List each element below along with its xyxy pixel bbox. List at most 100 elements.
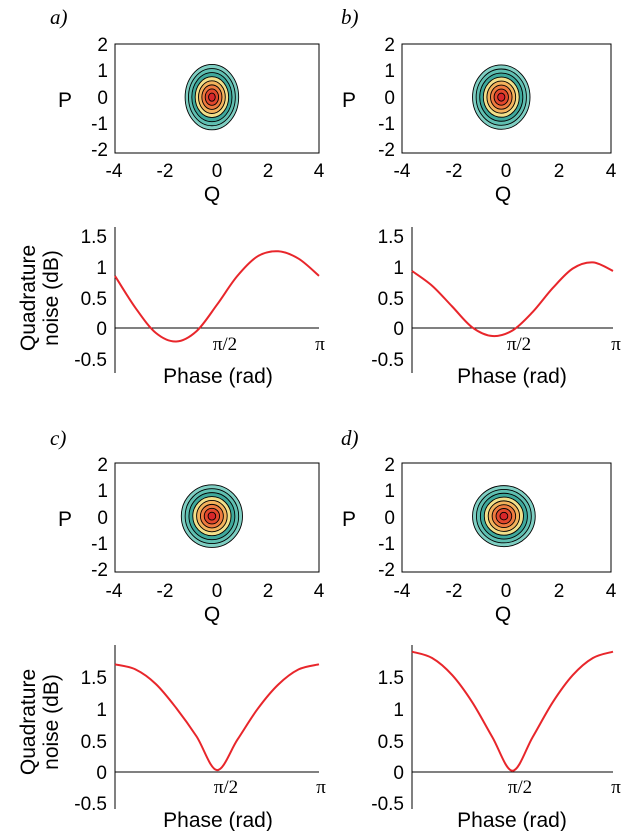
wigner-ytick: -1 — [91, 114, 108, 135]
wigner-xtick: -4 — [106, 581, 123, 602]
wigner-xtick: 2 — [263, 161, 274, 182]
wigner-ytick: 1 — [384, 481, 395, 502]
noise-ytick: 0 — [393, 763, 404, 784]
noise-curve — [114, 250, 320, 343]
wigner-ylabel: P — [342, 508, 356, 531]
wigner-ytick: 2 — [384, 35, 395, 56]
noise-ytick: 0.5 — [81, 289, 107, 310]
panel-letter: b) — [341, 5, 359, 29]
noise-ytick: -0.5 — [371, 794, 404, 815]
wigner-xtick: -4 — [394, 581, 411, 602]
noise-ytick: 1 — [393, 700, 404, 721]
wigner-xtick: 2 — [263, 581, 274, 602]
wigner-xtick: -2 — [157, 161, 174, 182]
noise-ytick: 0.5 — [378, 732, 404, 753]
wigner-ylabel: P — [342, 89, 356, 112]
noise-xlabel: Phase (rad) — [163, 809, 273, 831]
wigner-axes-frame — [401, 462, 612, 573]
wigner-contours — [472, 485, 536, 548]
wigner-xtick: 0 — [212, 581, 223, 602]
noise-ytick: 1 — [393, 258, 404, 279]
contour-level — [208, 92, 216, 102]
wigner-xtick: 2 — [554, 581, 565, 602]
wigner-ytick: -2 — [91, 140, 108, 161]
noise-ytick: 1 — [96, 700, 107, 721]
noise-ytick: -0.5 — [371, 350, 404, 371]
noise-ytick: 0 — [96, 763, 107, 784]
wigner-ytick: 0 — [97, 508, 108, 529]
contour-level — [499, 511, 509, 521]
wigner-contours — [184, 63, 240, 131]
wigner-ytick: 0 — [97, 88, 108, 109]
noise-xtick-pi-half: π/2 — [507, 334, 531, 355]
panel-a: a) P 2 1 0 -1 -2 -4 -2 0 2 4 Q 1.5 1 0.5… — [17, 5, 325, 388]
panel-letter: c) — [50, 426, 66, 450]
noise-ytick: -0.5 — [74, 794, 107, 815]
wigner-xtick: 2 — [554, 161, 565, 182]
noise-ytick: 1 — [96, 258, 107, 279]
wigner-axes-frame — [401, 43, 612, 154]
panel-b: b) P 2 1 0 -1 -2 -4 -2 0 2 4 Q 1.5 1 0.5… — [341, 5, 621, 388]
noise-ylabel: Quadrature — [17, 669, 40, 775]
wigner-xtick: -4 — [394, 161, 411, 182]
wigner-xlabel: Q — [204, 603, 220, 626]
panel-letter: d) — [341, 426, 359, 450]
noise-xtick-pi: π — [316, 777, 326, 798]
noise-curve — [114, 663, 320, 772]
noise-ytick: 0.5 — [81, 732, 107, 753]
noise-xtick-pi-half: π/2 — [214, 777, 238, 798]
noise-ytick: 1.5 — [81, 668, 107, 689]
panel-letter: a) — [50, 5, 68, 29]
noise-ylabel: noise (dB) — [40, 250, 63, 346]
wigner-xtick: -2 — [157, 581, 174, 602]
wigner-ytick: 0 — [384, 88, 395, 109]
wigner-xtick: 4 — [606, 581, 617, 602]
wigner-ylabel: P — [58, 89, 72, 112]
wigner-ytick: 2 — [97, 455, 108, 476]
noise-ytick: 1.5 — [81, 227, 107, 248]
wigner-xtick: 0 — [212, 161, 223, 182]
panel-d: d) P 2 1 0 -1 -2 -4 -2 0 2 4 Q 1.5 1 0.5… — [341, 426, 621, 831]
noise-ylabel: noise (dB) — [40, 674, 63, 770]
wigner-ytick: -1 — [91, 534, 108, 555]
contour-level — [207, 511, 217, 521]
noise-ytick: 0.5 — [378, 289, 404, 310]
wigner-ytick: -2 — [378, 560, 395, 581]
wigner-xtick: -2 — [446, 161, 463, 182]
wigner-xtick: 4 — [606, 161, 617, 182]
wigner-axes-frame — [114, 462, 320, 573]
wigner-xtick: 0 — [501, 581, 512, 602]
noise-xtick-pi: π — [611, 777, 621, 798]
wigner-ylabel: P — [58, 508, 72, 531]
wigner-ytick: 0 — [384, 508, 395, 529]
noise-plot: 1.5 1 0.5 0 -0.5 π/2 π Phase (rad) Quadr… — [17, 645, 326, 831]
wigner-ytick: -1 — [378, 114, 395, 135]
noise-curve — [411, 261, 614, 338]
wigner-xtick: 4 — [314, 581, 325, 602]
wigner-xtick: 4 — [314, 161, 325, 182]
wigner-ytick: 1 — [97, 481, 108, 502]
wigner-ytick: -2 — [91, 560, 108, 581]
wigner-ytick: 2 — [384, 455, 395, 476]
wigner-plot: P 2 1 0 -1 -2 -4 -2 0 2 4 Q — [58, 35, 325, 206]
wigner-xtick: 0 — [501, 161, 512, 182]
noise-plot: 1.5 1 0.5 0 -0.5 π/2 π Phase (rad) — [371, 227, 621, 388]
wigner-contours — [472, 64, 531, 130]
panel-c: c) P 2 1 0 -1 -2 -4 -2 0 2 4 Q 1.5 1 0.5… — [17, 426, 326, 831]
wigner-xlabel: Q — [495, 603, 511, 626]
wigner-ytick: 1 — [97, 61, 108, 82]
noise-xlabel: Phase (rad) — [457, 365, 567, 388]
noise-xtick-pi-half: π/2 — [213, 334, 237, 355]
noise-xlabel: Phase (rad) — [163, 365, 273, 388]
noise-ytick: 1.5 — [378, 227, 404, 248]
wigner-xlabel: Q — [204, 183, 220, 206]
wigner-ytick: -2 — [378, 140, 395, 161]
noise-ylabel: Quadrature — [17, 245, 40, 351]
wigner-ytick: 1 — [384, 61, 395, 82]
noise-plot: 1.5 1 0.5 0 -0.5 π/2 π Phase (rad) — [371, 645, 621, 831]
noise-xtick-pi: π — [315, 334, 325, 355]
wigner-plot: P 2 1 0 -1 -2 -4 -2 0 2 4 Q — [342, 455, 617, 626]
wigner-ytick: -1 — [378, 534, 395, 555]
wigner-xlabel: Q — [495, 183, 511, 206]
